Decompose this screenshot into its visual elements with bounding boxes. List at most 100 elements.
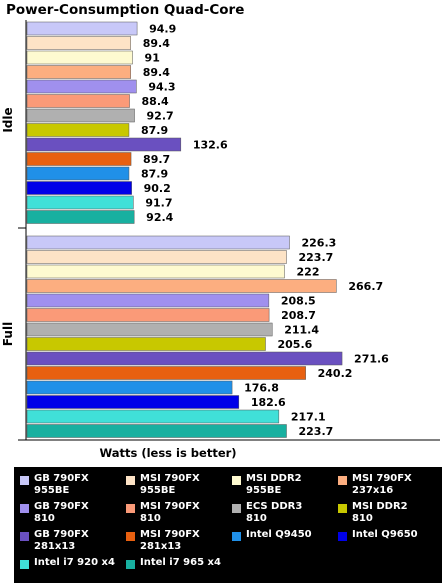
bar-full-2 xyxy=(26,264,285,279)
legend-label: MSI 790FX 281x13 xyxy=(140,529,200,553)
group-label-idle: Idle xyxy=(1,107,15,132)
value-label-idle-12: 91.7 xyxy=(145,197,172,210)
legend-swatch xyxy=(126,560,135,569)
bar-idle-3 xyxy=(26,65,131,79)
legend-swatch xyxy=(232,504,241,513)
bar-idle-13 xyxy=(26,210,135,224)
legend-item-1: MSI 790FX 955BE xyxy=(120,471,226,497)
value-label-full-3: 266.7 xyxy=(348,280,383,293)
legend-label-line1: Intel i7 965 x4 xyxy=(140,557,221,568)
value-label-idle-9: 89.7 xyxy=(143,153,170,166)
bar-layer xyxy=(26,21,343,438)
value-label-full-7: 205.6 xyxy=(277,338,312,351)
value-label-idle-6: 92.7 xyxy=(147,110,174,123)
legend-item-6: ECS DDR3 810 xyxy=(226,499,332,525)
legend-item-10: Intel Q9450 xyxy=(226,527,332,553)
legend-label-line1: GB 790FX xyxy=(34,473,89,484)
legend-label-line1: GB 790FX xyxy=(34,529,89,540)
legend-item-13: Intel i7 965 x4 xyxy=(120,555,226,581)
legend-label-line1: MSI 790FX xyxy=(140,473,200,484)
legend-swatch xyxy=(126,532,135,541)
legend-item-11: Intel Q9650 xyxy=(332,527,438,553)
value-label-idle-5: 88.4 xyxy=(142,95,169,108)
value-label-idle-11: 90.2 xyxy=(144,182,171,195)
legend-swatch xyxy=(126,476,135,485)
value-label-full-1: 223.7 xyxy=(298,251,333,264)
legend-label: MSI DDR2 955BE xyxy=(246,473,302,497)
bar-full-10 xyxy=(26,380,233,395)
legend-swatch xyxy=(232,532,241,541)
legend-label-line1: GB 790FX xyxy=(34,501,89,512)
value-label-full-6: 211.4 xyxy=(284,324,319,337)
value-label-idle-3: 89.4 xyxy=(143,66,170,79)
bar-full-6 xyxy=(26,322,273,337)
value-label-idle-7: 87.9 xyxy=(141,124,168,137)
legend-swatch xyxy=(126,504,135,513)
legend-item-4: GB 790FX 810 xyxy=(14,499,120,525)
legend-label-line2: 810 xyxy=(140,513,161,524)
bar-full-7 xyxy=(26,337,266,351)
legend-label-line1: MSI 790FX xyxy=(140,501,200,512)
bar-full-8 xyxy=(26,351,343,366)
legend-label: ECS DDR3 810 xyxy=(246,501,302,525)
value-label-full-8: 271.6 xyxy=(354,353,389,366)
legend-swatch xyxy=(20,560,29,569)
bar-idle-10 xyxy=(26,166,130,181)
bar-idle-8 xyxy=(26,137,182,152)
legend-label: MSI DDR2 810 xyxy=(352,501,408,525)
legend-swatch xyxy=(20,532,29,541)
chart-title: Power-Consumption Quad-Core xyxy=(6,2,245,18)
legend-item-8: GB 790FX 281x13 xyxy=(14,527,120,553)
legend-label: Intel Q9650 xyxy=(352,529,418,541)
label-layer: Idle Full 94.9 226.3 89.4 223.7 91 222 89.4 266.7… xyxy=(1,23,389,439)
legend-label: Intel i7 920 x4 xyxy=(34,557,115,569)
legend-label-line2: 810 xyxy=(246,513,267,524)
legend-label-line1: MSI 790FX xyxy=(352,473,412,484)
legend-swatch xyxy=(20,504,29,513)
legend-swatch xyxy=(338,532,347,541)
legend-label-line1: Intel Q9450 xyxy=(246,529,312,540)
legend-swatch xyxy=(232,476,241,485)
value-label-full-2: 222 xyxy=(297,266,320,279)
bar-full-11 xyxy=(26,395,240,409)
legend-item-3: MSI 790FX 237x16 xyxy=(332,471,438,497)
legend-label: Intel Q9450 xyxy=(246,529,312,541)
axis-layer xyxy=(18,20,440,441)
value-label-idle-1: 89.4 xyxy=(143,37,170,50)
value-label-full-13: 223.7 xyxy=(298,425,333,438)
bar-chart: Idle Full 94.9 226.3 89.4 223.7 91 222 89.4 266.7… xyxy=(1,20,440,460)
bar-idle-11 xyxy=(26,181,132,195)
legend-label: Intel i7 965 x4 xyxy=(140,557,221,569)
bar-full-1 xyxy=(26,250,287,264)
legend-label-line2: 281x13 xyxy=(34,541,76,552)
legend-label-line2: 955BE xyxy=(140,485,176,496)
legend-swatch xyxy=(20,476,29,485)
legend-label: GB 790FX 955BE xyxy=(34,473,89,497)
bar-idle-4 xyxy=(26,79,137,94)
legend-label-line1: MSI DDR2 xyxy=(352,501,408,512)
bar-full-0 xyxy=(26,235,290,250)
legend-item-12: Intel i7 920 x4 xyxy=(14,555,120,581)
group-label-full: Full xyxy=(1,322,15,346)
value-label-full-0: 226.3 xyxy=(302,237,337,250)
bar-full-5 xyxy=(26,308,270,322)
bar-idle-6 xyxy=(26,108,135,123)
legend-item-7: MSI DDR2 810 xyxy=(332,499,438,525)
legend-label-line2: 281x13 xyxy=(140,541,182,552)
bar-idle-7 xyxy=(26,123,130,137)
bar-idle-0 xyxy=(26,21,138,36)
value-label-idle-10: 87.9 xyxy=(141,168,168,181)
value-label-full-5: 208.7 xyxy=(281,309,316,322)
legend-label-line1: MSI DDR2 xyxy=(246,473,302,484)
legend-item-0: GB 790FX 955BE xyxy=(14,471,120,497)
legend: GB 790FX 955BE MSI 790FX 955BE MSI DDR2 955BE… xyxy=(14,467,442,583)
legend-item-2: MSI DDR2 955BE xyxy=(226,471,332,497)
value-label-idle-8: 132.6 xyxy=(193,139,228,152)
value-label-idle-4: 94.3 xyxy=(148,81,175,94)
value-label-full-10: 176.8 xyxy=(244,382,279,395)
bar-full-3 xyxy=(26,279,337,293)
legend-label-line2: 810 xyxy=(34,513,55,524)
legend-label-line1: ECS DDR3 xyxy=(246,501,303,512)
bar-idle-9 xyxy=(26,152,132,166)
legend-label-line1: Intel Q9650 xyxy=(352,529,418,540)
